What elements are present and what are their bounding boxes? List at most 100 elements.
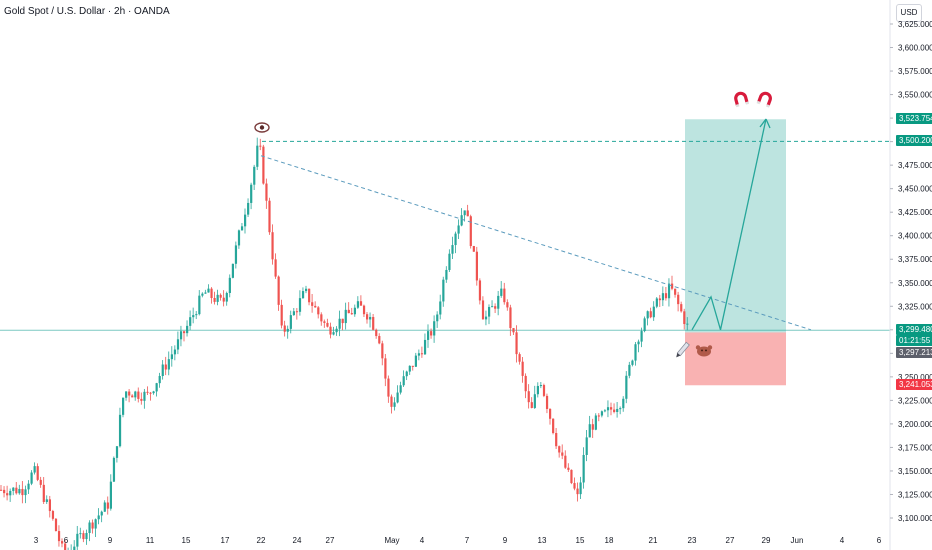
candle-body [372,317,375,330]
time-tick-label: 7 [465,536,470,545]
candle-body [506,302,509,308]
time-tick-label: 4 [840,536,845,545]
candle-body [442,279,445,302]
bear-icon [695,345,713,357]
candle-body [0,489,3,491]
candle-body [527,391,530,403]
time-tick-label: 4 [420,536,425,545]
candle-body [27,483,30,490]
candle-body [256,145,259,167]
pencil-icon [676,341,690,358]
candle-body [30,472,33,484]
candle-body [359,301,363,306]
candle-body [658,298,661,301]
candle-body [36,466,39,480]
candle-body [57,531,61,542]
candle-body [655,298,658,307]
candle-body [549,408,552,419]
candle-body [51,511,55,519]
candlesticks [0,137,689,550]
candle-body [619,408,622,410]
candle-body [100,511,103,516]
candle-body [677,294,680,305]
candle-body [466,210,469,217]
candle-body [561,452,564,456]
candle-body [625,375,628,399]
candle-body [308,288,311,303]
position-zones [685,119,786,386]
price-tick-label: 3,625.000 [898,20,932,29]
candle-body [671,283,674,289]
candle-body [286,328,289,332]
candle-body [469,216,472,247]
candle-body [222,297,225,302]
candle-body [576,488,579,495]
time-tick-label: 6 [64,536,69,545]
candle-body [408,365,411,372]
candle-body [283,325,286,332]
currency-button[interactable]: USD [896,4,922,22]
candle-body [305,288,308,292]
price-tick-label: 3,575.000 [898,67,932,76]
candle-body [48,499,51,512]
price-tick-label: 3,450.000 [898,185,932,194]
candle-body [381,343,384,359]
candle-body [661,293,665,301]
candle-body [683,311,686,325]
candle-body [521,361,524,376]
price-tick-label: 3,250.000 [898,373,932,382]
candle-body [591,424,594,430]
candle-body [631,360,634,365]
candle-body [250,184,253,203]
time-tick-label: 27 [326,536,335,545]
candle-body [320,314,323,322]
candle-body [79,533,82,535]
price-tick-label: 3,475.000 [898,161,932,170]
price-tick-label: 3,150.000 [898,467,932,476]
candle-body [131,395,134,398]
candle-body [73,546,76,550]
candle-body [558,446,561,453]
candle-body [152,391,155,394]
price-tick-label: 3,550.000 [898,91,932,100]
candle-body [472,246,475,252]
resistance-price-tag: 3,500.200 [896,135,932,147]
time-axis: 3 6 9 11 15 17 22 24 27 May 4 7 9 13 15 18 21 23 27 29 Jun 4 6 [34,536,882,545]
candle-body [164,364,167,370]
candle-body [353,307,356,315]
candle-body [393,402,396,407]
candle-body [533,394,536,408]
candle-body [45,499,48,502]
time-tick-label: 11 [146,536,155,545]
candle-body [369,317,372,320]
candle-body [637,341,640,345]
candle-body [237,230,241,246]
candle-body [253,166,256,185]
magnet-icon [756,91,772,108]
price-tick-label: 3,600.000 [898,44,932,53]
candle-body [454,233,457,246]
candle-body [570,469,573,484]
candle-body [219,294,222,298]
candle-body [649,311,652,318]
candle-body [646,311,649,319]
candle-body [475,251,478,281]
candle-body [555,433,558,447]
candle-body [9,490,12,496]
candle-body [457,225,460,234]
candle-body [210,288,213,298]
candle-body [530,402,533,408]
candle-body [21,488,24,496]
stop-price-tag: 3,241.053 [896,379,932,391]
candle-body [338,318,341,329]
drawings [254,91,812,358]
time-tick-label: May [384,536,399,545]
candle-body [106,502,109,509]
candle-body [497,295,500,309]
candle-body [674,288,677,295]
time-tick-label: 29 [762,536,771,545]
candle-body [82,533,85,540]
candle-body [613,409,616,412]
candle-body [64,543,67,550]
